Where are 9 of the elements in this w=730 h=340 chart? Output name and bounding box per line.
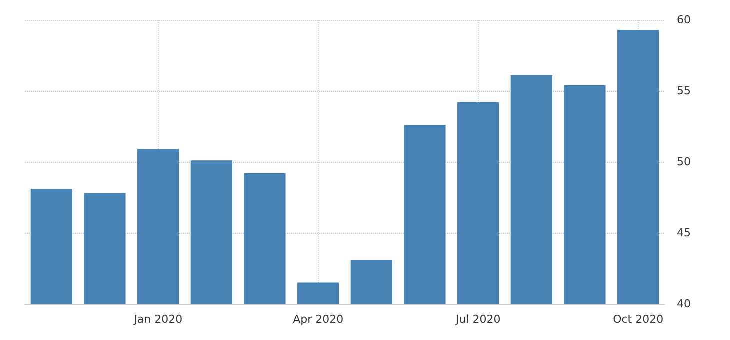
y-tick-label: 50 (677, 156, 691, 168)
y-tick-label: 55 (677, 84, 691, 98)
y-tick-label: 45 (677, 226, 691, 240)
y-tick-label: 40 (677, 298, 691, 310)
y-tick-label: 60 (677, 14, 691, 26)
x-tick-label: Apr 2020 (293, 313, 344, 326)
x-tick-label: Oct 2020 (613, 313, 664, 326)
x-tick-label: Jul 2020 (454, 313, 501, 326)
x-tick-label: Jan 2020 (133, 313, 183, 326)
